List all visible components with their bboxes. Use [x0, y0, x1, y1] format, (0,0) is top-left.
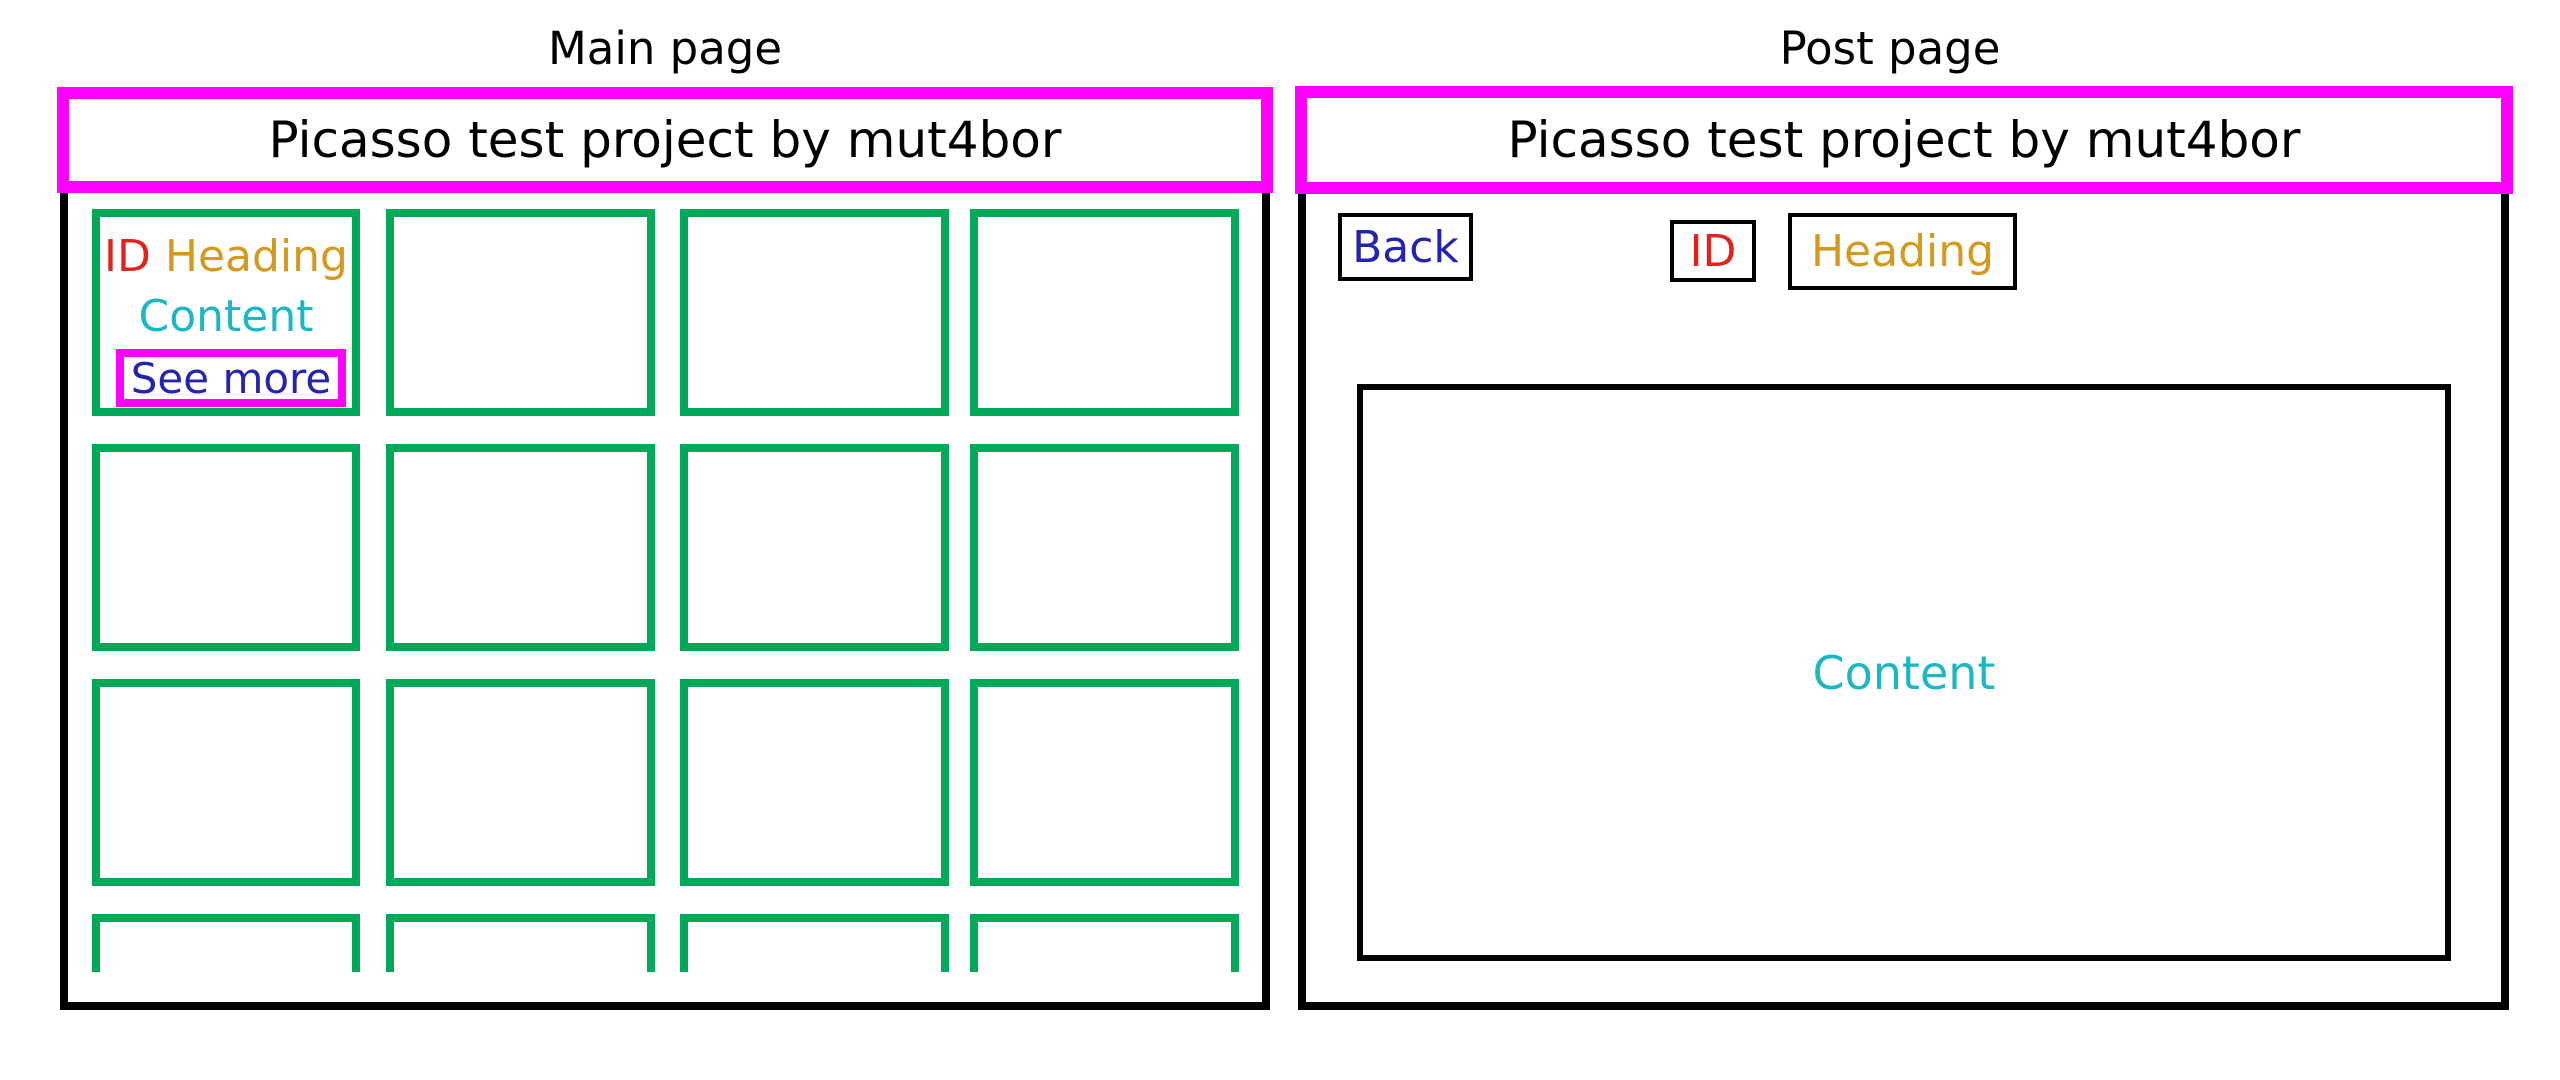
- post-card[interactable]: [386, 209, 655, 416]
- post-page-frame: [1298, 170, 2509, 1010]
- card-heading: Heading: [164, 231, 348, 282]
- post-card[interactable]: [92, 914, 360, 972]
- post-card[interactable]: [680, 209, 949, 416]
- post-card[interactable]: [92, 679, 360, 886]
- card-content: Content: [138, 291, 314, 342]
- post-card[interactable]: ID Heading Content See more: [92, 209, 360, 416]
- post-card[interactable]: [970, 444, 1239, 651]
- post-content-box: Content: [1357, 384, 2451, 961]
- main-page-title: Main page: [547, 22, 783, 75]
- post-card[interactable]: [386, 444, 655, 651]
- post-card[interactable]: [386, 679, 655, 886]
- header-title: Picasso test project by mut4bor: [1507, 111, 2301, 169]
- back-button[interactable]: Back: [1338, 213, 1473, 281]
- see-more-button[interactable]: See more: [116, 349, 346, 407]
- post-id: ID: [1689, 225, 1737, 277]
- post-heading-box: Heading: [1788, 213, 2017, 290]
- post-card[interactable]: [970, 914, 1239, 972]
- post-content: Content: [1812, 645, 1996, 700]
- post-card[interactable]: [680, 914, 949, 972]
- post-card[interactable]: [386, 914, 655, 972]
- post-card[interactable]: [970, 209, 1239, 416]
- post-card[interactable]: [680, 679, 949, 886]
- post-page-title: Post page: [1779, 22, 2001, 75]
- post-card[interactable]: [92, 444, 360, 651]
- post-id-box: ID: [1670, 220, 1756, 282]
- post-card[interactable]: [680, 444, 949, 651]
- main-page-header: Picasso test project by mut4bor: [57, 87, 1273, 193]
- card-id: ID: [104, 231, 151, 282]
- post-heading: Heading: [1810, 226, 1995, 277]
- header-title: Picasso test project by mut4bor: [268, 111, 1062, 169]
- main-page-frame: [60, 170, 1270, 1010]
- post-card[interactable]: [970, 679, 1239, 886]
- back-label: Back: [1352, 221, 1459, 273]
- see-more-label: See more: [130, 353, 332, 403]
- post-page-header: Picasso test project by mut4bor: [1295, 86, 2513, 194]
